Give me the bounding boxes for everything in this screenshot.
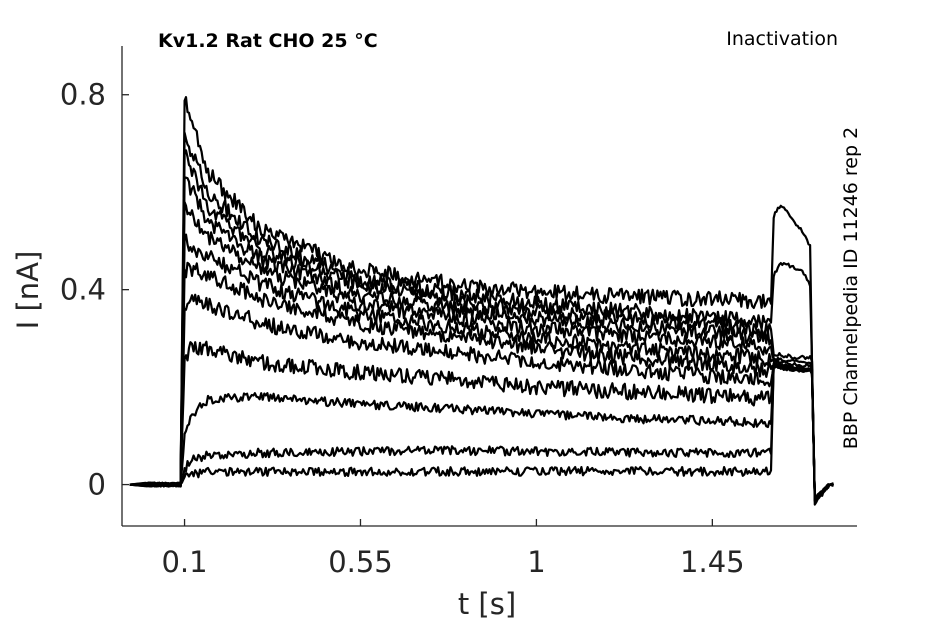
current-trace-11 xyxy=(129,363,834,502)
y-tick-label: 0 xyxy=(88,468,106,502)
y-axis-label: I [nA] xyxy=(11,251,45,330)
current-trace-2 xyxy=(129,131,834,502)
current-trace-8 xyxy=(129,293,834,501)
x-tick-label: 0.55 xyxy=(328,545,393,579)
protocol-label: Inactivation xyxy=(726,28,838,50)
chart-title: Kv1.2 Rat CHO 25 °C xyxy=(158,30,378,52)
current-trace-9 xyxy=(129,340,834,500)
y-axis-ticks: 0 0.4 0.8 xyxy=(60,78,129,502)
x-tick-label: 1 xyxy=(527,545,545,579)
traces-group xyxy=(129,96,834,506)
current-trace-7 xyxy=(129,261,834,501)
current-trace-5 xyxy=(129,201,834,501)
y-tick-label: 0.4 xyxy=(60,273,106,307)
x-axis-label: t [s] xyxy=(458,587,516,621)
current-trace-12 xyxy=(129,362,834,499)
x-tick-label: 0.1 xyxy=(161,545,207,579)
source-label: BBP Channelpedia ID 11246 rep 2 xyxy=(840,127,862,449)
current-trace-6 xyxy=(129,233,834,500)
current-trace-10 xyxy=(129,363,834,503)
y-tick-label: 0.8 xyxy=(60,78,106,112)
x-tick-label: 1.45 xyxy=(680,545,745,579)
x-axis-ticks: 0.1 0.55 1 1.45 xyxy=(161,519,745,579)
